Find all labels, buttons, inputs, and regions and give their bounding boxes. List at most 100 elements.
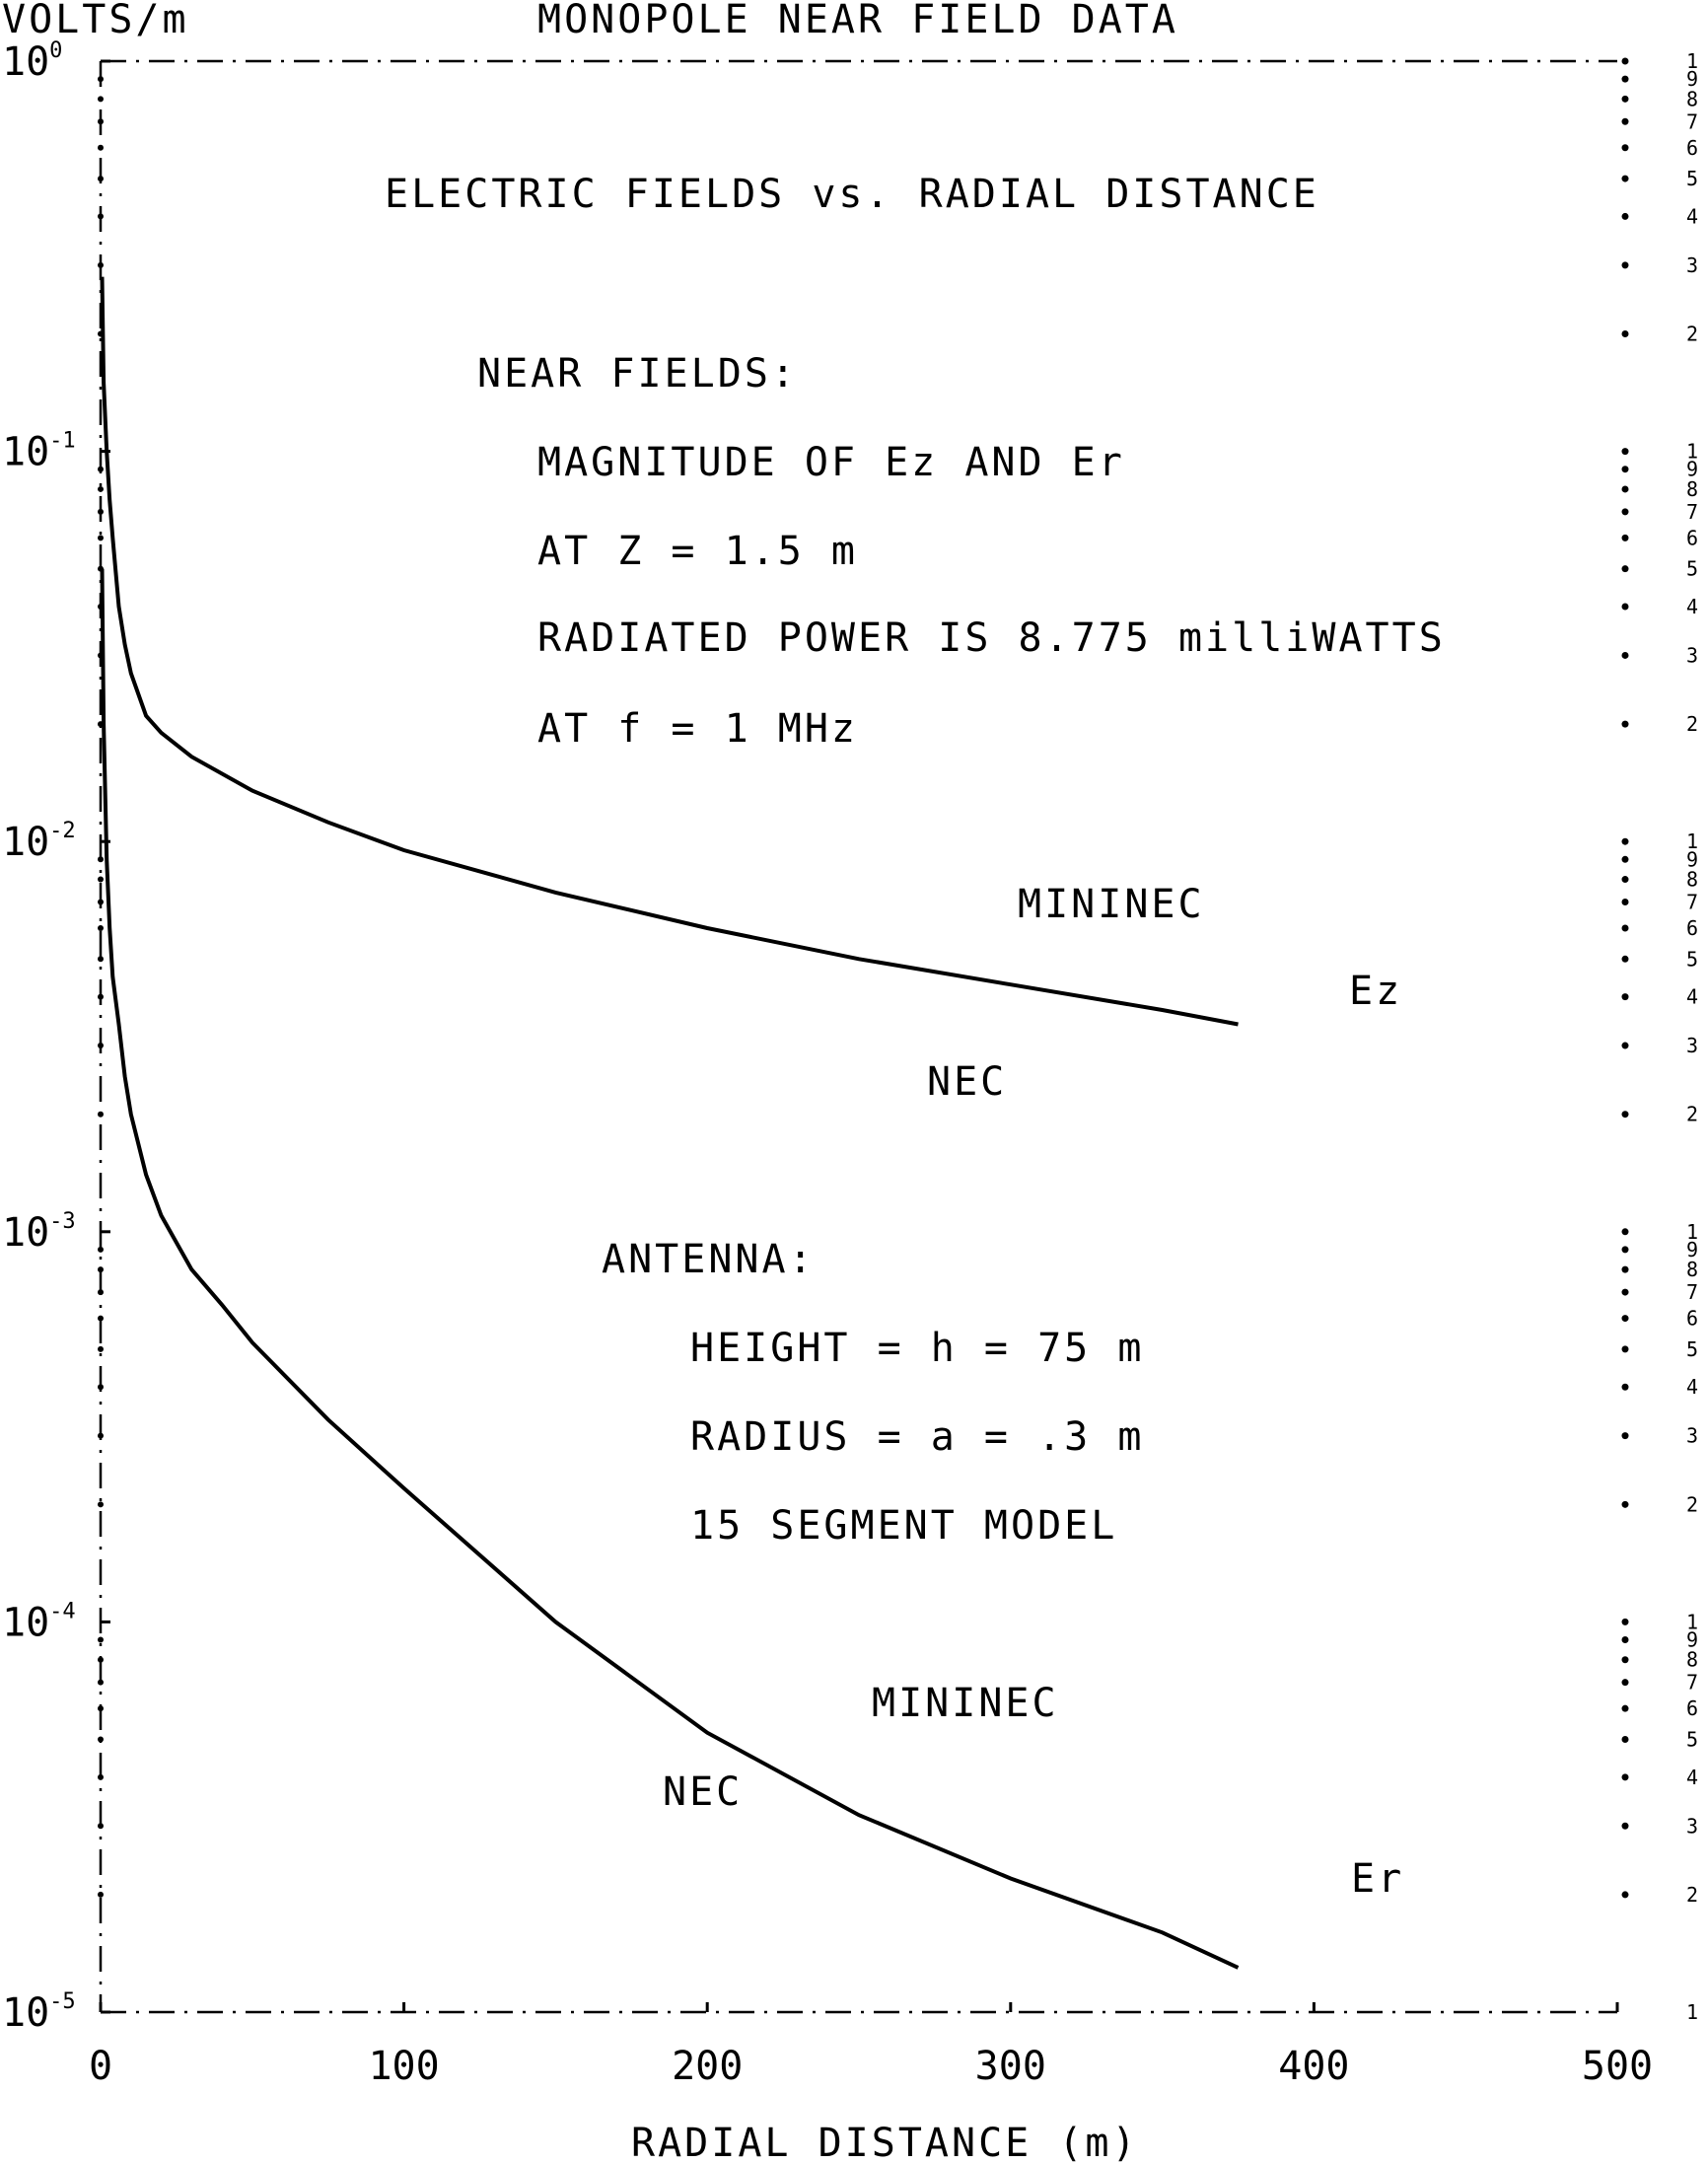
y-minor-tick xyxy=(98,535,104,541)
right-scale-digit: 6 xyxy=(1686,916,1698,940)
x-tick-label: 300 xyxy=(975,2044,1046,2089)
y-minor-tick xyxy=(98,856,104,863)
right-scale-digit: 2 xyxy=(1686,712,1698,736)
y-minor-tick xyxy=(98,176,104,182)
right-scale-dot xyxy=(1621,955,1629,963)
y-axis-ticks: 100 10-1 10-2 10-3 10-4 10-5 xyxy=(2,38,110,2036)
right-scale-dot xyxy=(1621,565,1629,573)
y-minor-tick xyxy=(98,1111,104,1118)
y-tick-label: 10-5 xyxy=(2,1989,76,2036)
x-tick-label: 400 xyxy=(1278,2044,1349,2089)
near-fields-line: MAGNITUDE OF Ez AND Er xyxy=(537,440,1125,485)
right-scale-dot xyxy=(1621,212,1629,220)
near-fields-line: AT Z = 1.5 m xyxy=(537,529,858,574)
y-minor-tick xyxy=(98,1501,104,1508)
er-mininec-label: MININEC xyxy=(872,1681,1059,1726)
right-scale-dot xyxy=(1621,1500,1629,1508)
right-scale-digit: 9 xyxy=(1686,458,1698,481)
right-scale-digit: 7 xyxy=(1686,109,1698,133)
y-minor-tick xyxy=(98,1736,104,1743)
right-scale-dot xyxy=(1621,651,1629,659)
right-scale-dot xyxy=(1621,1042,1629,1049)
right-scale-dot xyxy=(1621,993,1629,1001)
y-minor-tick xyxy=(98,1315,104,1322)
right-scale-digit: 7 xyxy=(1686,1280,1698,1304)
y-minor-tick xyxy=(98,1823,104,1830)
y-minor-tick xyxy=(98,899,104,905)
near-fields-heading: NEAR FIELDS: xyxy=(477,351,798,397)
right-scale-digit: 4 xyxy=(1686,985,1698,1009)
right-scale-digit: 3 xyxy=(1686,643,1698,667)
y-tick-label: 10-2 xyxy=(2,819,76,865)
y-tick-exponent: -1 xyxy=(49,429,76,454)
right-scale-dot xyxy=(1621,466,1629,473)
right-scale-dot xyxy=(1621,1383,1629,1391)
right-scale-digit: 2 xyxy=(1686,323,1698,346)
right-scale-digit: 2 xyxy=(1686,1883,1698,1907)
y-minor-tick xyxy=(98,466,104,472)
y-minor-tick xyxy=(98,96,104,103)
chart-title: MONOPOLE NEAR FIELD DATA xyxy=(537,0,1178,42)
right-scale-dot xyxy=(1621,1315,1629,1323)
right-scale-dot xyxy=(1621,924,1629,932)
y-minor-tick xyxy=(98,76,104,83)
right-scale-dot xyxy=(1621,603,1629,611)
right-scale-dot xyxy=(1621,1636,1629,1644)
right-scale-digit: 4 xyxy=(1686,595,1698,618)
series-line-er xyxy=(100,568,1240,1970)
x-axis-ticks: 0 100 200 300 400 500 xyxy=(89,2002,1653,2089)
right-scale-dot xyxy=(1621,534,1629,541)
right-scale-dot xyxy=(1621,448,1629,456)
plot-frame xyxy=(99,59,1617,2014)
er-series-label: Er xyxy=(1351,1856,1404,1902)
right-scale-dot xyxy=(1621,1891,1629,1899)
right-scale-dot xyxy=(1621,330,1629,338)
right-scale-digit: 4 xyxy=(1686,204,1698,228)
right-scale-digit: 8 xyxy=(1686,1258,1698,1281)
right-scale-digit: 8 xyxy=(1686,87,1698,110)
right-scale-digit: 9 xyxy=(1686,847,1698,871)
right-scale-digit: 3 xyxy=(1686,253,1698,277)
right-scale-digit: 5 xyxy=(1686,947,1698,971)
x-axis-label: RADIAL DISTANCE (m) xyxy=(631,2121,1139,2164)
er-nec-label: NEC xyxy=(663,1769,743,1815)
right-scale-dot xyxy=(1621,1773,1629,1781)
y-axis-label: VOLTS/m xyxy=(2,0,189,42)
y-minor-tick xyxy=(98,1266,104,1273)
y-tick-exponent: -3 xyxy=(49,1209,76,1234)
y-minor-tick xyxy=(98,1636,104,1643)
right-scale-digit: 1 xyxy=(1686,440,1698,464)
right-scale-dot xyxy=(1621,485,1629,493)
y-tick-exponent: -4 xyxy=(49,1599,76,1623)
right-scale-digit: 6 xyxy=(1686,136,1698,160)
right-scale-digit: 1 xyxy=(1686,1220,1698,1244)
right-scale-dot xyxy=(1621,75,1629,83)
right-scale-dot xyxy=(1621,261,1629,269)
antenna-line: 15 SEGMENT MODEL xyxy=(690,1503,1117,1549)
right-scale-digit: 7 xyxy=(1686,500,1698,524)
y-minor-tick xyxy=(98,1679,104,1686)
ez-nec-label: NEC xyxy=(927,1059,1007,1105)
y-minor-tick xyxy=(98,508,104,515)
right-scale-digit: 6 xyxy=(1686,1696,1698,1720)
right-scale-dot xyxy=(1621,95,1629,103)
right-scale-digit: 2 xyxy=(1686,1103,1698,1126)
y-minor-tick xyxy=(98,924,104,931)
y-minor-tick xyxy=(98,1773,104,1780)
y-minor-tick xyxy=(98,1656,104,1663)
y-tick-exponent: -2 xyxy=(49,819,76,843)
right-scale-dot xyxy=(1621,1822,1629,1830)
y-tick-label: 10-3 xyxy=(2,1209,76,1256)
right-scale-dot xyxy=(1621,720,1629,728)
right-scale-digit: 4 xyxy=(1686,1766,1698,1789)
right-scale-digit: 1 xyxy=(1686,49,1698,73)
y-minor-tick xyxy=(98,118,104,125)
x-tick-label: 500 xyxy=(1582,2044,1653,2089)
right-scale-digit: 3 xyxy=(1686,1034,1698,1057)
right-scale-digit: 3 xyxy=(1686,1424,1698,1448)
right-scale-digit: 4 xyxy=(1686,1375,1698,1399)
right-scale-dot xyxy=(1621,898,1629,905)
x-tick-label: 200 xyxy=(672,2044,743,2089)
right-scale-dot xyxy=(1621,117,1629,125)
